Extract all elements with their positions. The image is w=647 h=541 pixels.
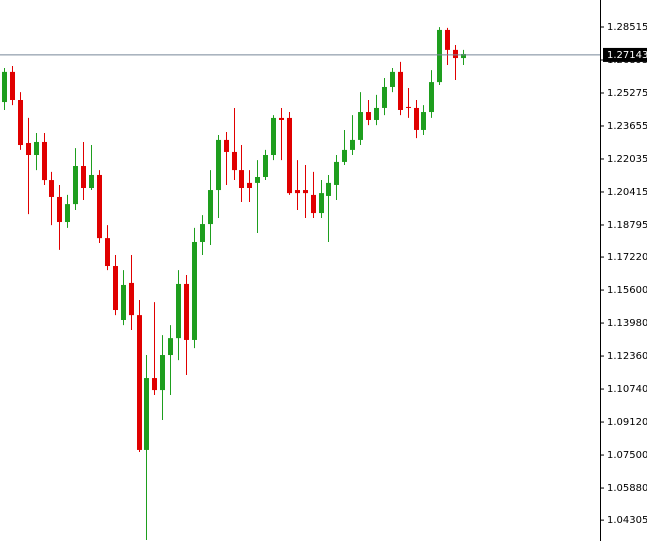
candle-body [319,193,324,214]
candle-body [200,224,205,242]
current-price-box [603,47,647,62]
y-tick-label: 1.04305 [607,515,647,526]
candle-body [398,71,403,110]
candle-body [421,112,426,130]
candle-body [406,106,411,108]
candle-body [18,100,23,146]
candle-body [89,174,94,189]
candle-body [279,117,284,120]
candle-body [437,29,442,83]
candle-body [152,378,157,391]
candle-body [414,107,419,130]
candle-body [342,149,347,162]
current-price-label: 1.27143 [607,50,647,61]
candle-body [176,283,181,339]
candle-body [216,139,221,191]
candle-body [382,86,387,108]
candle-body [144,378,149,450]
candle-body [73,166,78,205]
y-tick-label: 1.12360 [607,351,647,362]
candle-body [295,190,300,194]
candle-body [49,180,54,197]
y-tick-label: 1.25275 [607,88,647,99]
candle-body [303,190,308,194]
candle-body [445,29,450,50]
candle-body [311,194,316,214]
candle-body [358,112,363,140]
candle-body [192,241,197,340]
candle-body [287,117,292,194]
candle-body [429,82,434,113]
candle-body [326,182,331,196]
y-tick-label: 1.05880 [607,483,647,494]
candle-body [137,315,142,450]
candle-body [113,266,118,311]
y-tick-label: 1.20415 [607,187,647,198]
candle-body [263,155,268,178]
candle-body [271,117,276,156]
candle-body [81,166,86,189]
candle-body [366,112,371,120]
y-tick-label: 1.22035 [607,154,647,165]
y-tick-label: 1.15600 [607,285,647,296]
candle-body [2,71,7,103]
candle-body [184,283,189,340]
candle-body [390,71,395,87]
y-tick-label: 1.18795 [607,220,647,231]
candle-body [208,190,213,225]
candle-body [168,338,173,356]
y-tick-label: 1.23655 [607,121,647,132]
candle-body [65,204,70,223]
candle-body [121,284,126,320]
candle-body [453,49,458,59]
candle-body [374,107,379,120]
candle-body [129,282,134,316]
candle-body [334,161,339,185]
candle-body [247,182,252,189]
candle-body [224,139,229,152]
candle-body [34,141,39,156]
candle-body [26,142,31,156]
candle-body [42,141,47,181]
y-tick-label: 1.17220 [607,252,647,263]
y-tick-label: 1.07500 [607,450,647,461]
candle-body [10,71,15,101]
candle-body [239,170,244,189]
y-tick-label: 1.09120 [607,417,647,428]
candle-body [350,139,355,150]
candle-body [160,355,165,391]
y-tick-label: 1.10740 [607,384,647,395]
candle-body [97,174,102,239]
candle-body [461,53,466,59]
candle-body [57,196,62,223]
y-tick-label: 1.28515 [607,22,647,33]
candle-body [232,151,237,171]
y-tick-label: 1.13980 [607,318,647,329]
candle-body [105,238,110,267]
candle-body [255,177,260,183]
